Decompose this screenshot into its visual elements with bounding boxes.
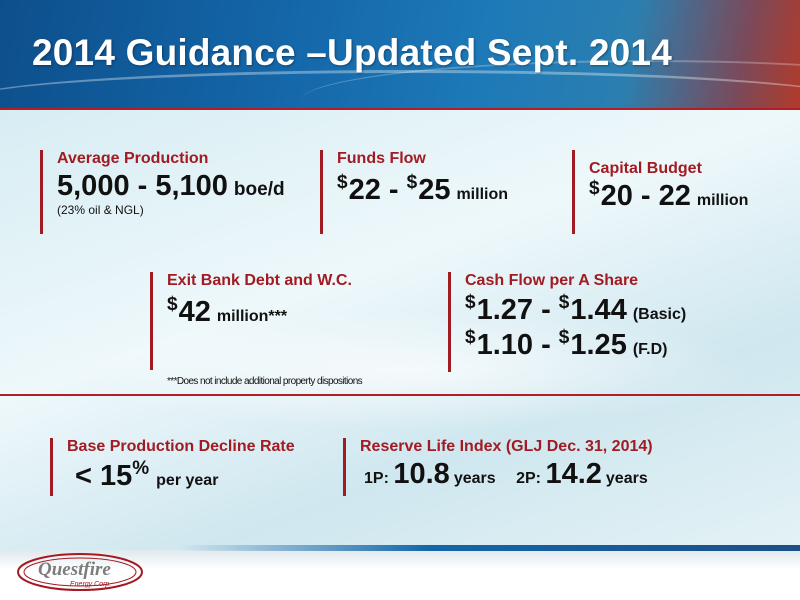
currency-symbol: $ (465, 292, 476, 313)
currency-symbol: $ (558, 292, 570, 313)
reserve-1p-unit: years (453, 470, 496, 487)
currency-symbol: $ (558, 327, 570, 348)
background-shine (60, 310, 760, 430)
reserve-life-values: 1P: 10.8 years 2P: 14.2 years (360, 458, 653, 491)
company-logo: Questfire Energy Corp. (14, 550, 154, 594)
reserve-2p-value: 14.2 (545, 458, 602, 490)
currency-symbol: $ (337, 172, 348, 193)
percent-symbol: % (132, 458, 150, 479)
cash-flow-basic: $1.27 - $1.44 (Basic) (465, 292, 686, 327)
card-label: Funds Flow (337, 150, 426, 167)
basic-unit: (Basic) (632, 306, 687, 323)
card-label: Reserve Life Index (GLJ Dec. 31, 2014) (360, 438, 653, 455)
capital-budget-unit: million (696, 192, 749, 209)
fd-unit: (F.D) (632, 341, 668, 358)
header-band: 2014 Guidance –Updated Sept. 2014 (0, 0, 800, 108)
funds-flow-low: 22 - (348, 174, 407, 206)
capital-budget-value: $20 - 22 million (589, 178, 748, 213)
content-background (0, 110, 800, 550)
logo-subtitle: Energy Corp. (70, 581, 111, 588)
currency-symbol: $ (589, 178, 600, 199)
logo-icon: Questfire Energy Corp. (17, 553, 143, 591)
section-divider (0, 394, 800, 396)
card-label: Capital Budget (589, 160, 702, 177)
card-cash-flow-per-share: Cash Flow per A Share $1.27 - $1.44 (Basi… (448, 272, 686, 372)
card-exit-bank-debt: Exit Bank Debt and W.C. $42 million*** (150, 272, 352, 370)
funds-flow-unit: million (456, 186, 509, 203)
card-label: Cash Flow per A Share (465, 272, 639, 289)
fd-high: 1.25 (570, 329, 627, 361)
basic-high: 1.44 (570, 294, 627, 326)
header-divider (0, 108, 800, 110)
card-label: Exit Bank Debt and W.C. (167, 272, 352, 289)
card-reserve-life: Reserve Life Index (GLJ Dec. 31, 2014) 1… (343, 438, 653, 496)
card-label: Average Production (57, 150, 209, 167)
header-swoosh-2 (300, 60, 800, 108)
reserve-1p-label: 1P: (364, 470, 389, 487)
production-note: (23% oil & NGL) (57, 203, 144, 217)
reserve-2p-label: 2P: (516, 470, 541, 487)
fd-low: 1.10 - (476, 329, 559, 361)
exit-bank-debt-value: $42 million*** (167, 294, 352, 329)
funds-flow-high: 25 (418, 174, 451, 206)
currency-symbol: $ (465, 327, 476, 348)
basic-low: 1.27 - (476, 294, 559, 326)
decline-rate-unit: per year (156, 472, 219, 489)
logo-name: Questfire (38, 559, 111, 580)
card-capital-budget: Capital Budget $20 - 22 million (572, 150, 748, 234)
cash-flow-fd: $1.10 - $1.25 (F.D) (465, 327, 686, 362)
reserve-1p-value: 10.8 (393, 458, 450, 490)
card-decline-rate: Base Production Decline Rate < 15% per ye… (50, 438, 295, 496)
slide-title: 2014 Guidance –Updated Sept. 2014 (32, 32, 672, 73)
card-funds-flow: Funds Flow $22 - $25 million (320, 150, 508, 234)
card-average-production: Average Production 5,000 - 5,100 boe/d (2… (40, 150, 285, 234)
production-unit: boe/d (233, 179, 285, 200)
exit-bank-debt-amount: 42 (178, 296, 211, 328)
funds-flow-value: $22 - $25 million (337, 172, 508, 207)
card-label: Base Production Decline Rate (67, 438, 295, 455)
average-production-value: 5,000 - 5,100 boe/d (57, 170, 285, 203)
currency-symbol: $ (406, 172, 418, 193)
debt-footnote: ***Does not include additional property … (167, 376, 363, 387)
footer-accent-line (180, 545, 800, 551)
decline-rate-value: < 15% per year (67, 458, 295, 493)
currency-symbol: $ (167, 294, 178, 315)
footer (0, 550, 800, 600)
decline-rate-amount: < 15 (75, 460, 133, 492)
reserve-2p-unit: years (605, 470, 648, 487)
production-range: 5,000 - 5,100 (57, 170, 228, 202)
exit-bank-debt-unit: million*** (216, 308, 288, 325)
capital-budget-range: 20 - 22 (600, 180, 691, 212)
